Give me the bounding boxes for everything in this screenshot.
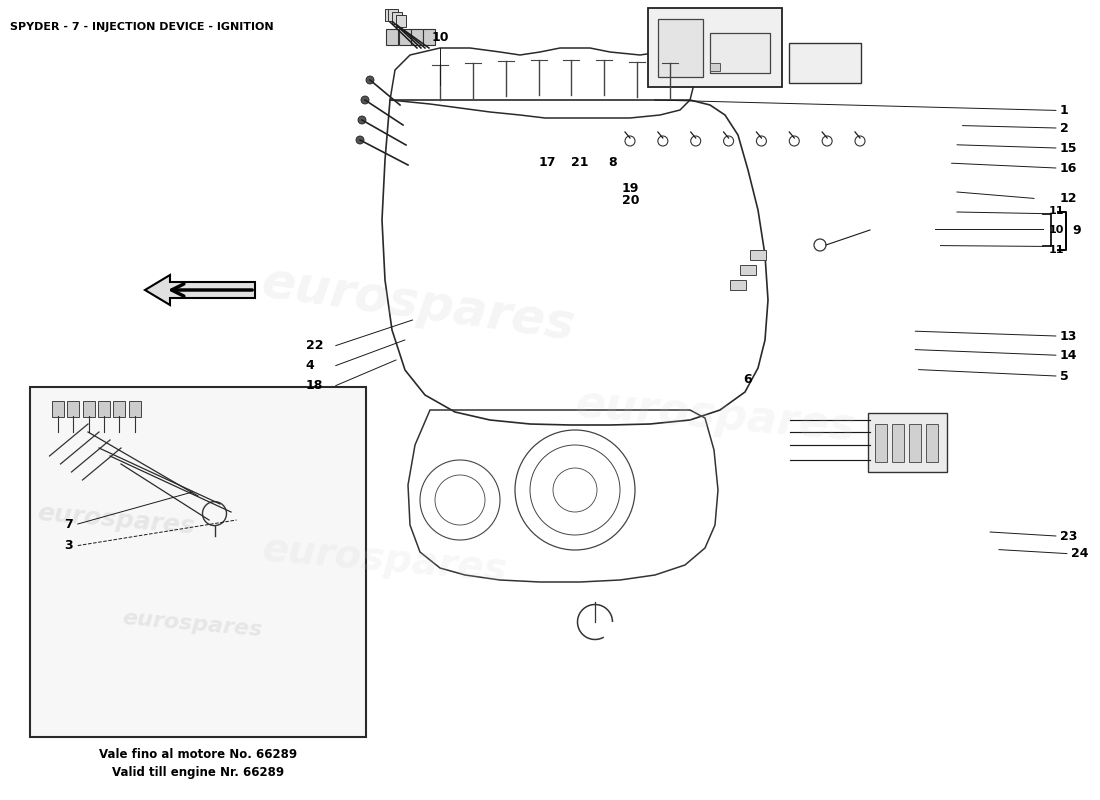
Text: eurospares: eurospares [573,382,857,450]
Text: 24: 24 [1071,547,1089,560]
Text: 11: 11 [1048,206,1064,216]
Circle shape [356,136,364,144]
FancyBboxPatch shape [52,401,64,417]
Text: 23: 23 [1060,530,1077,542]
Text: 11: 11 [1048,245,1064,254]
Text: Vale fino al motore No. 66289: Vale fino al motore No. 66289 [99,749,297,762]
Text: 7: 7 [64,518,73,530]
Bar [730,280,746,290]
FancyBboxPatch shape [82,401,95,417]
Text: 10: 10 [431,31,449,44]
Text: 9: 9 [1072,224,1081,237]
FancyBboxPatch shape [411,29,424,45]
FancyBboxPatch shape [648,8,782,87]
Text: eurospares: eurospares [121,608,264,640]
Bar [385,9,395,21]
Text: 19: 19 [621,182,639,195]
Text: 14: 14 [1060,349,1078,362]
FancyBboxPatch shape [789,43,861,83]
Text: 2: 2 [1060,122,1069,134]
FancyBboxPatch shape [98,401,110,417]
Bar [909,424,921,462]
Text: 10: 10 [1048,226,1064,235]
FancyBboxPatch shape [386,29,398,45]
Circle shape [361,96,368,104]
Text: 8: 8 [608,156,617,169]
Bar [392,12,402,24]
Text: 1: 1 [1060,104,1069,117]
Bar [388,9,398,21]
FancyBboxPatch shape [113,401,125,417]
Text: 4: 4 [306,359,315,372]
FancyBboxPatch shape [868,413,947,472]
Text: SPYDER - 7 - INJECTION DEVICE - IGNITION: SPYDER - 7 - INJECTION DEVICE - IGNITION [10,22,274,32]
Circle shape [358,116,366,124]
Text: eurospares: eurospares [261,530,509,590]
Text: 18: 18 [306,379,323,392]
Text: 16: 16 [1060,162,1077,174]
Bar [926,424,938,462]
Text: eurospares: eurospares [35,501,196,539]
FancyBboxPatch shape [129,401,141,417]
Text: 20: 20 [621,194,639,207]
Text: 12: 12 [1059,192,1077,205]
Circle shape [366,76,374,84]
Bar [710,33,770,73]
Bar [740,265,756,275]
Text: 17: 17 [539,156,557,169]
Text: 22: 22 [306,339,323,352]
Text: eurospares: eurospares [258,258,578,350]
Bar [710,63,720,71]
Text: 6: 6 [744,373,752,386]
Bar [658,19,703,77]
Text: 3: 3 [64,539,73,552]
Text: 15: 15 [1060,142,1078,154]
Bar [892,424,904,462]
FancyArrow shape [145,275,255,305]
Text: Valid till engine Nr. 66289: Valid till engine Nr. 66289 [112,766,284,779]
Bar [874,424,887,462]
FancyBboxPatch shape [67,401,79,417]
Bar [396,15,406,27]
Text: 5: 5 [1060,370,1069,382]
FancyBboxPatch shape [399,29,411,45]
Text: 13: 13 [1060,330,1077,342]
FancyBboxPatch shape [424,29,434,45]
FancyBboxPatch shape [30,387,366,738]
Bar [750,250,766,260]
Text: 21: 21 [571,156,588,169]
